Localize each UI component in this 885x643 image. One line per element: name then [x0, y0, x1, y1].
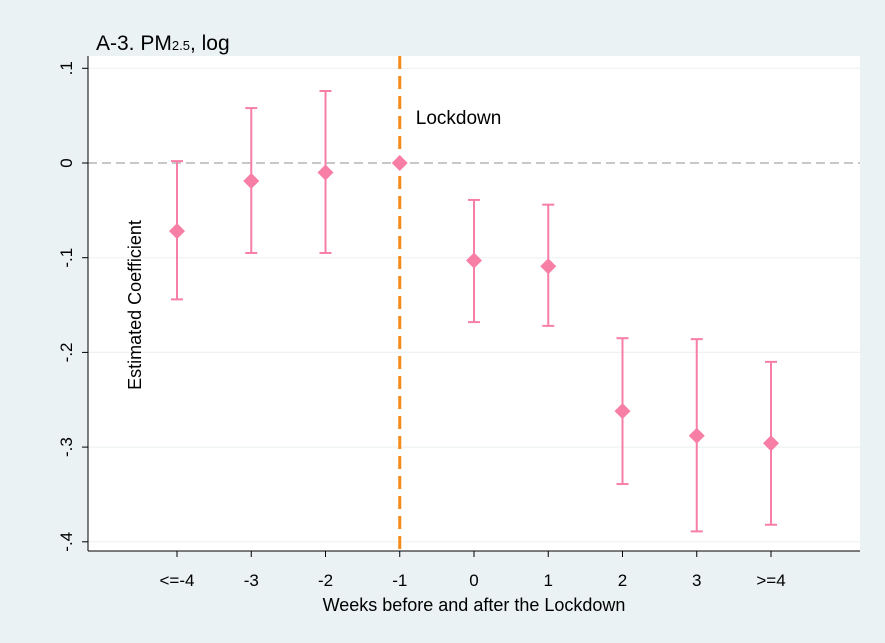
x-tick-label-1: -3 — [244, 571, 259, 590]
x-tick-label-3: -1 — [392, 571, 407, 590]
y-tick-label-5: -.4 — [57, 532, 76, 552]
x-axis-title: Weeks before and after the Lockdown — [323, 595, 626, 615]
title-subscript: 2.5 — [172, 38, 190, 53]
data-point-8 — [763, 435, 779, 452]
chart-title: A-3. PM2.5, log — [96, 32, 230, 55]
y-axis-title: Estimated Coefficient — [125, 220, 145, 390]
x-tick-label-5: 1 — [544, 571, 553, 590]
data-point-3 — [391, 155, 408, 171]
y-tick-label-1: 0 — [57, 158, 76, 167]
y-tick-label-0: .1 — [57, 61, 76, 75]
data-points — [169, 155, 779, 452]
data-point-2 — [317, 164, 334, 181]
data-point-5 — [540, 258, 557, 275]
y-axis-ticks: .1 0 -.1 -.2 -.3 -.4 — [57, 61, 88, 552]
data-point-4 — [466, 252, 482, 269]
x-axis-ticks: <=-4 -3 -2 -1 0 1 2 3 >=4 — [160, 551, 786, 590]
y-tick-label-3: -.2 — [57, 342, 76, 362]
data-point-6 — [614, 403, 631, 420]
x-tick-label-6: 2 — [618, 571, 627, 590]
x-tick-label-4: 0 — [469, 571, 478, 590]
title-prefix: A-3. PM — [96, 32, 172, 55]
data-point-7 — [688, 427, 705, 444]
data-point-1 — [243, 172, 260, 189]
x-tick-label-0: <=-4 — [160, 571, 195, 590]
lockdown-annotation: Lockdown — [416, 108, 502, 129]
y-tick-label-4: -.3 — [57, 437, 76, 457]
x-tick-label-7: 3 — [692, 571, 701, 590]
data-point-0 — [169, 223, 185, 240]
y-tick-label-2: -.1 — [57, 248, 76, 268]
x-tick-label-2: -2 — [318, 571, 333, 590]
x-tick-label-8: >=4 — [756, 571, 785, 590]
title-suffix: , log — [190, 32, 230, 55]
